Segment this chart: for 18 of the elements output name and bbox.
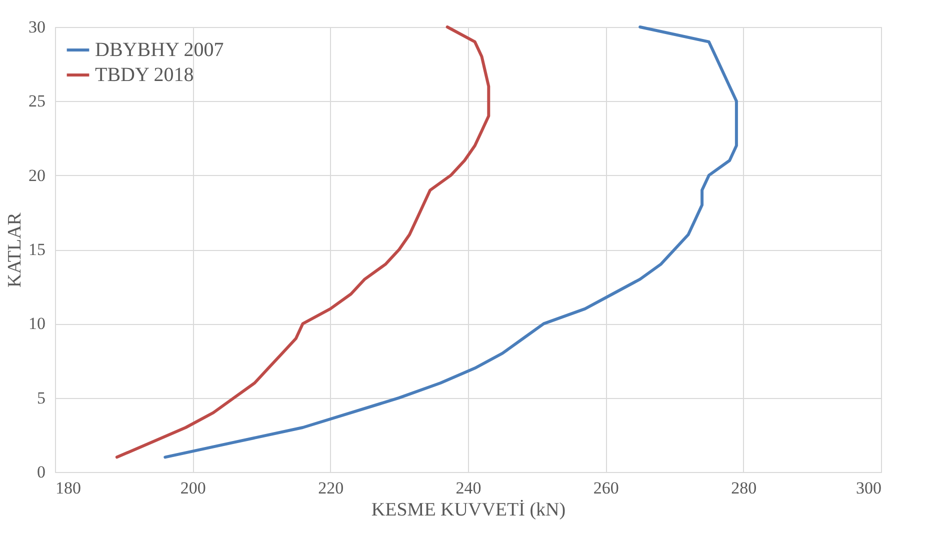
legend-label: DBYBHY 2007 xyxy=(95,39,224,61)
x-tick-label: 240 xyxy=(456,478,482,498)
x-tick-label: 260 xyxy=(593,478,619,498)
y-tick-label: 5 xyxy=(37,388,46,408)
y-tick-label: 0 xyxy=(37,462,46,482)
x-tick-label: 300 xyxy=(856,478,882,498)
x-tick-label: 280 xyxy=(731,478,757,498)
y-tick-label: 30 xyxy=(28,18,46,36)
y-tick-label: 20 xyxy=(28,166,46,185)
x-tick-label: 200 xyxy=(180,478,206,498)
y-tick-label: 10 xyxy=(28,314,46,334)
legend-label: TBDY 2018 xyxy=(95,64,194,86)
y-axis-title: KATLAR xyxy=(4,212,26,288)
x-axis-title: KESME KUVVETİ (kN) xyxy=(371,500,566,520)
y-tick-label: 15 xyxy=(28,240,46,259)
x-tick-label: 180 xyxy=(56,478,81,498)
x-tick-label: 220 xyxy=(318,478,344,498)
y-tick-label: 25 xyxy=(28,92,46,111)
